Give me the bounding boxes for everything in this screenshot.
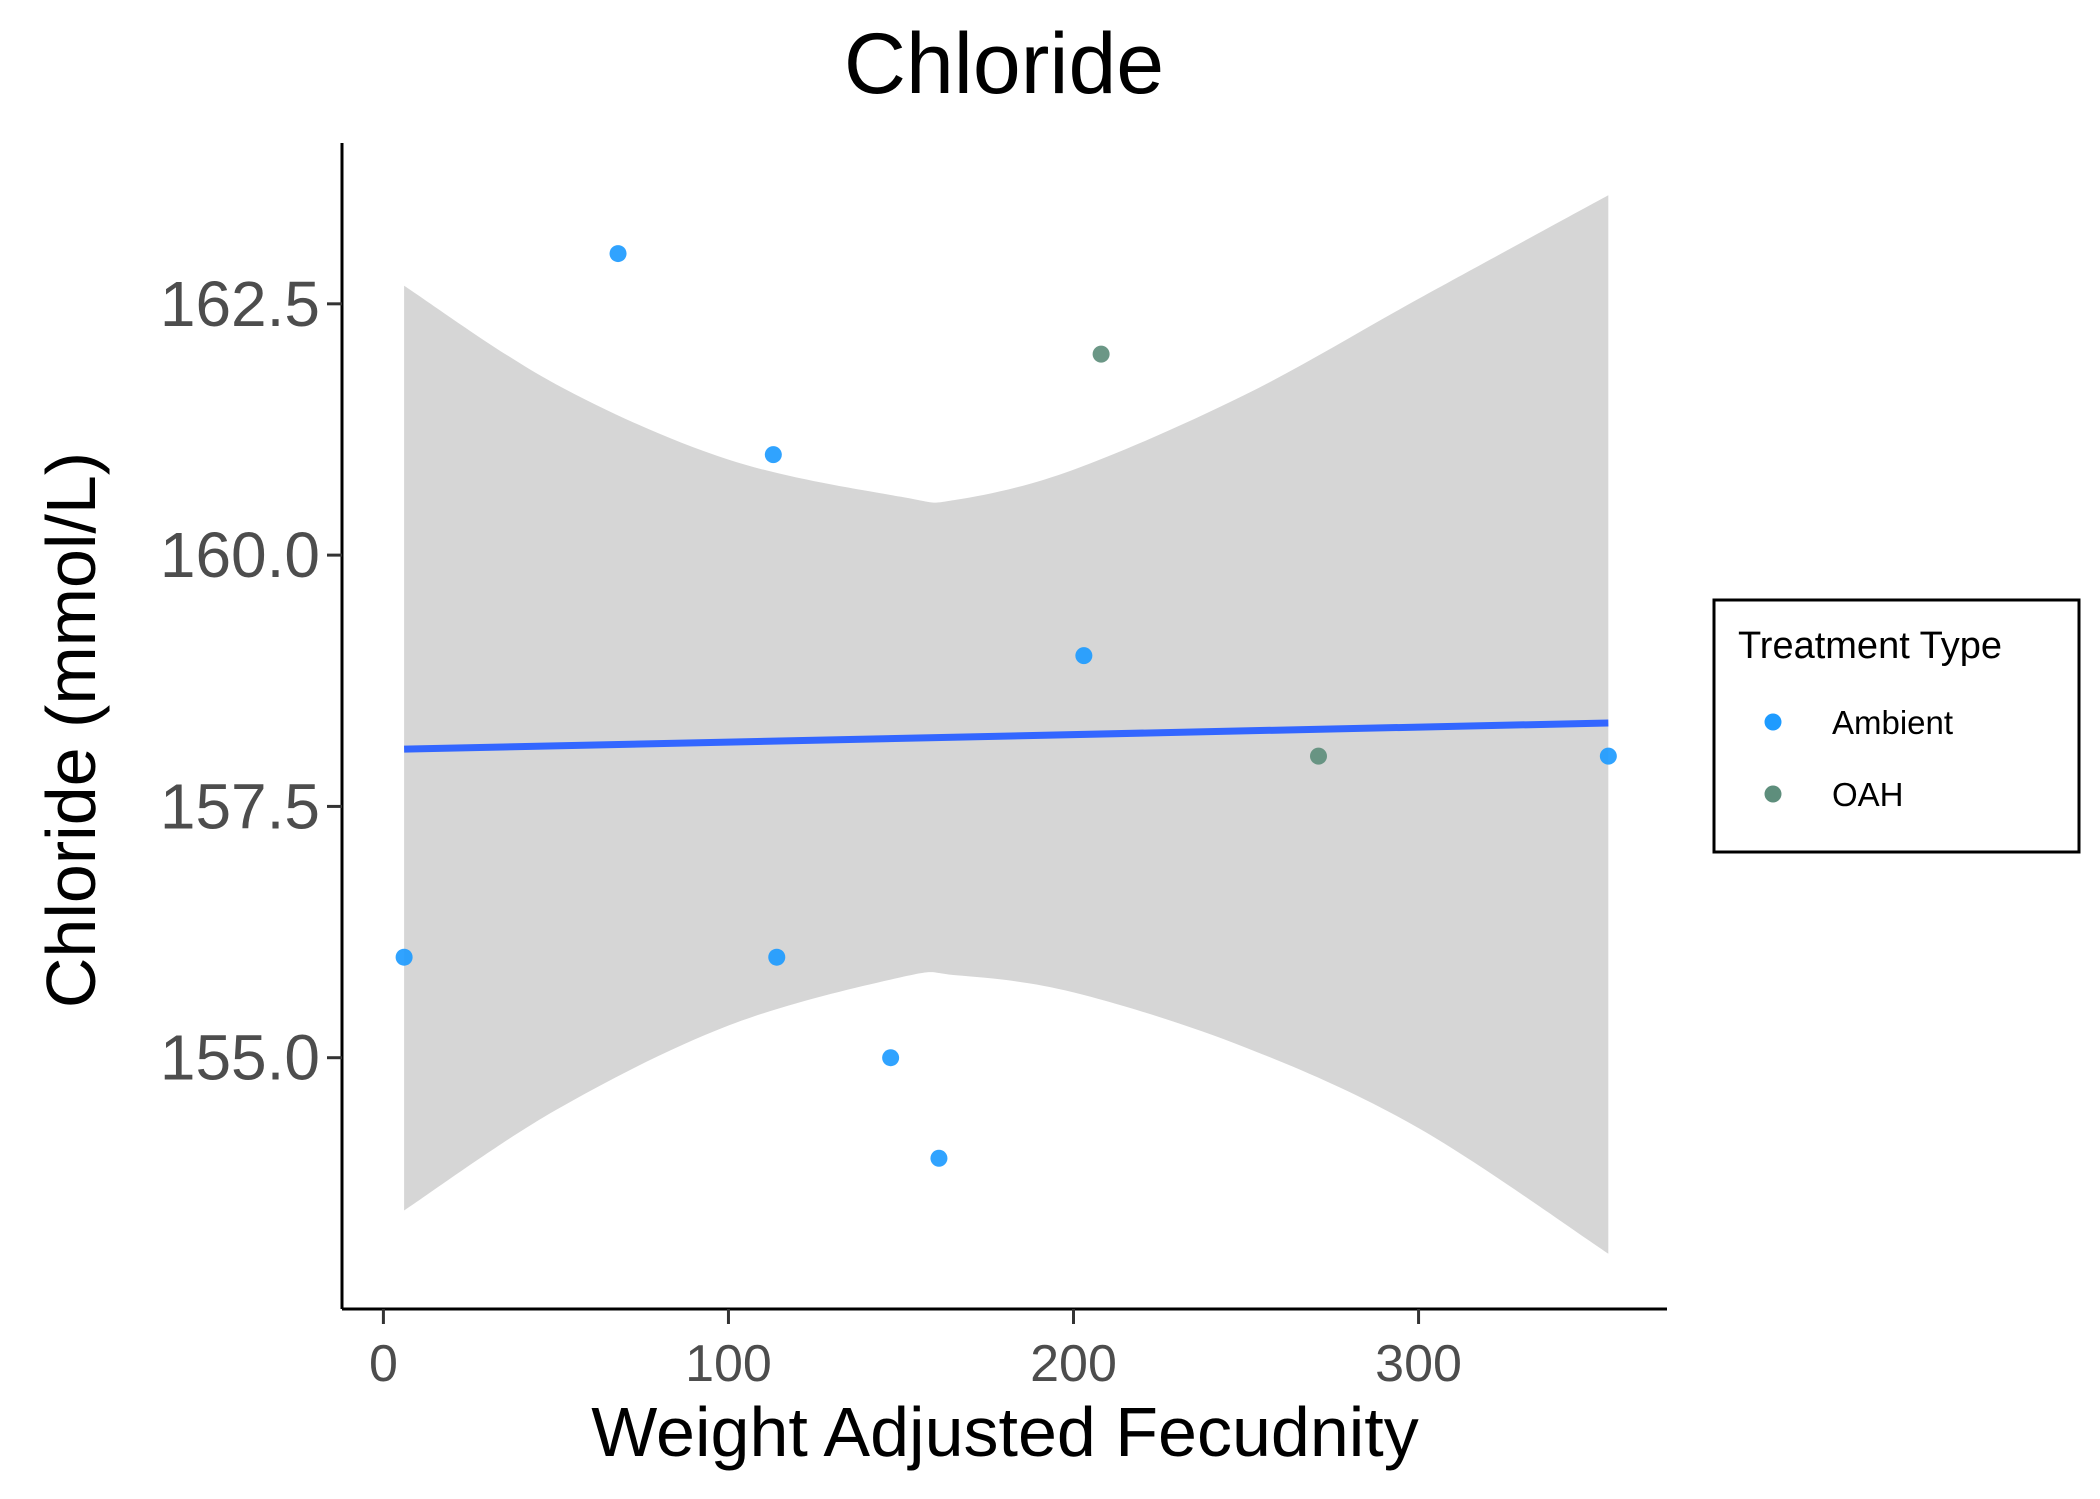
y-tick-label: 155.0 <box>160 1022 320 1094</box>
y-tick-label: 160.0 <box>160 519 320 591</box>
data-point <box>768 948 786 966</box>
data-point <box>930 1149 948 1167</box>
legend-label: OAH <box>1832 776 1904 813</box>
x-tick-label: 0 <box>369 1335 398 1393</box>
legend-title: Treatment Type <box>1738 625 2002 667</box>
data-point <box>609 245 627 263</box>
legend: Treatment Type Ambient OAH <box>1712 598 2081 854</box>
x-tick-label: 100 <box>685 1335 772 1393</box>
data-point <box>395 948 413 966</box>
x-tick-label: 200 <box>1030 1335 1117 1393</box>
y-tick-label: 157.5 <box>160 770 320 842</box>
confidence-band <box>404 195 1609 1254</box>
y-axis-ticks: 155.0 157.5 160.0 162.5 <box>160 268 342 1094</box>
chart-title: Chloride <box>844 16 1164 112</box>
data-point <box>1092 345 1110 363</box>
x-axis-title: Weight Adjusted Fecudnity <box>591 1393 1419 1471</box>
legend-key <box>1764 785 1782 803</box>
data-point <box>1599 747 1617 765</box>
data-point <box>1309 747 1327 765</box>
y-axis-title: Chloride (mmol/L) <box>32 452 110 1008</box>
trend-line <box>404 719 1609 753</box>
x-tick-label: 300 <box>1375 1335 1462 1393</box>
y-tick-label: 162.5 <box>160 268 320 340</box>
data-point <box>1075 647 1093 665</box>
legend-key <box>1764 713 1782 731</box>
data-point <box>882 1049 900 1067</box>
data-points <box>395 245 1617 1167</box>
legend-label: Ambient <box>1832 704 1953 741</box>
data-point <box>764 446 782 464</box>
x-axis-ticks: 0 100 200 300 <box>369 1309 1462 1393</box>
legend-entries: Ambient OAH <box>1764 704 1953 813</box>
plot-area <box>395 195 1617 1254</box>
